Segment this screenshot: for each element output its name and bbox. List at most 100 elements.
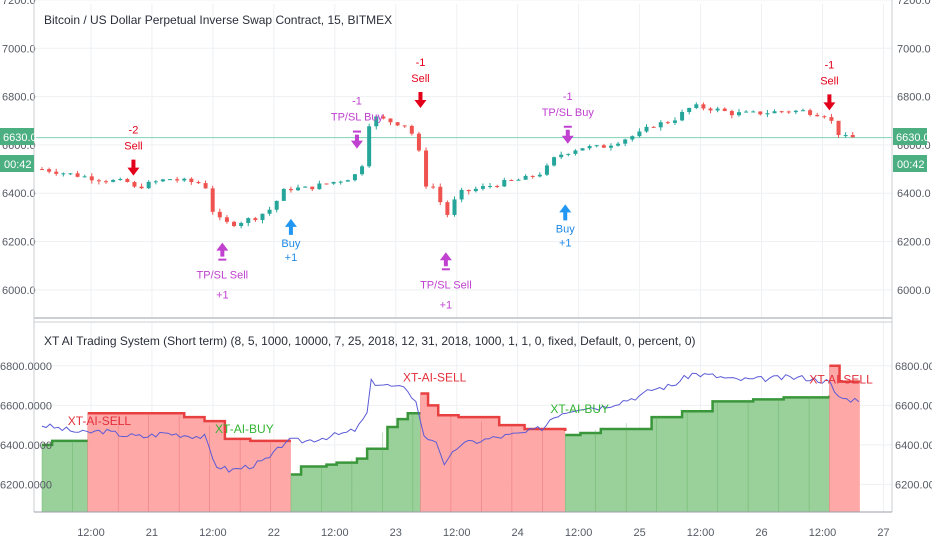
signal-label: -1 xyxy=(352,96,362,108)
signal-label: Sell xyxy=(411,73,429,85)
candle-body xyxy=(338,181,343,183)
sell-arrow-icon xyxy=(127,159,140,176)
y-tick-label-left: 6400.0000 xyxy=(0,440,52,452)
indicator-title: XT AI Trading System (Short term) (8, 5,… xyxy=(44,334,696,348)
candle-body xyxy=(516,179,521,181)
candle-body xyxy=(786,111,791,113)
candle-body xyxy=(75,173,80,177)
tpsl-bar xyxy=(218,258,227,261)
y-tick-label-left: 6800.0 xyxy=(2,92,36,104)
x-tick-label: 27 xyxy=(877,527,889,539)
tpsl-sell-arrow-icon xyxy=(216,242,229,257)
candle-body xyxy=(502,179,507,187)
signal-label: -2 xyxy=(129,125,139,137)
candle-body xyxy=(96,180,101,182)
candle-body xyxy=(146,181,151,189)
sell-zone-line xyxy=(420,392,567,431)
candle-body xyxy=(601,145,606,148)
candle-body xyxy=(182,178,187,181)
candle-body xyxy=(424,150,429,187)
candle-body xyxy=(658,122,663,128)
y-tick-label-right: 6200.0 xyxy=(897,237,931,249)
candle-body xyxy=(438,186,443,203)
candle-body xyxy=(168,179,173,181)
candle-body xyxy=(715,108,720,111)
y-tick-label-right: 6600.0000 xyxy=(895,400,932,412)
candle-body xyxy=(744,111,749,113)
candle-body xyxy=(260,213,265,221)
candle-body xyxy=(281,189,286,201)
candle-body xyxy=(459,189,464,200)
signal-label: TP/SL Buy xyxy=(542,107,595,119)
candle-body xyxy=(253,218,258,221)
candle-body xyxy=(751,111,756,113)
zone-annotation: XT-AI-BUY xyxy=(550,402,609,416)
candle-body xyxy=(722,108,727,112)
sell-arrow-icon xyxy=(823,94,836,111)
signal-label: -1 xyxy=(416,57,426,69)
candle-body xyxy=(815,114,820,117)
candle-body xyxy=(47,169,52,172)
signal-label: -1 xyxy=(563,91,573,103)
signal-markers: -2 Sell TP/SL Sell +1 Buy +1 -1 TP/SL Buy -1 Sell… xyxy=(124,57,838,311)
buy-arrow-icon xyxy=(284,218,297,235)
candle-body xyxy=(850,135,855,138)
candle-body xyxy=(765,113,770,115)
countdown-badge-right-text: 00:42 xyxy=(897,159,925,171)
candle-body xyxy=(82,176,87,178)
y-tick-label-right: 7000.0 xyxy=(897,43,931,55)
x-tick-label: 12:00 xyxy=(565,527,593,539)
tpsl-buy-arrow-icon xyxy=(350,134,363,149)
y-tick-label-right: 6400.0000 xyxy=(895,440,932,452)
candle-body xyxy=(729,111,734,116)
candle-body xyxy=(452,199,457,215)
candle-body xyxy=(68,173,73,175)
candle-body xyxy=(54,171,59,174)
candle-body xyxy=(495,186,500,188)
candle-body xyxy=(331,181,336,184)
candle-body xyxy=(566,153,571,155)
tpsl-buy-arrow-icon xyxy=(561,129,574,144)
price-badge-left: 6630.0 00:42 xyxy=(0,128,37,172)
buy-zone-line xyxy=(42,439,88,447)
signal-label: TP/SL Sell xyxy=(197,270,249,282)
price-badge-right: 6630.0 00:42 xyxy=(893,128,930,172)
candle-body xyxy=(630,136,635,140)
candle-body xyxy=(317,183,322,190)
candle-body xyxy=(552,157,557,166)
candle-body xyxy=(416,133,421,151)
candle-body xyxy=(793,110,798,113)
candle-body xyxy=(104,181,109,183)
candle-body xyxy=(644,126,649,132)
price-line-series xyxy=(41,372,860,473)
candle-body xyxy=(473,188,478,192)
candle-body xyxy=(637,131,642,137)
candle-body xyxy=(303,186,308,188)
candle-body xyxy=(544,165,549,175)
candle-body xyxy=(608,145,613,148)
candle-body xyxy=(125,179,130,183)
candle-body xyxy=(395,122,400,126)
candle-body xyxy=(701,104,706,109)
candle-body xyxy=(189,178,194,183)
sell-zone-line xyxy=(829,364,860,383)
signal-label: +1 xyxy=(285,252,298,264)
zone-annotation: XT-AI-SELL xyxy=(809,373,873,387)
candle-body xyxy=(175,179,180,181)
candle-body xyxy=(836,120,841,136)
chart-title: Bitcoin / US Dollar Perpetual Inverse Sw… xyxy=(44,13,392,27)
signal-label: +1 xyxy=(440,299,453,311)
candlestick-series xyxy=(40,102,855,229)
x-tick-label: 12:00 xyxy=(321,527,349,539)
candle-body xyxy=(580,148,585,151)
candle-body xyxy=(352,174,357,181)
candle-body xyxy=(367,126,372,167)
candle-body xyxy=(118,179,123,181)
candle-body xyxy=(587,146,592,149)
y-tick-label-left: 6000.0 xyxy=(2,285,36,297)
y-tick-label-left: 6600.0000 xyxy=(0,400,52,412)
y-tick-label-left: 7000.0 xyxy=(2,43,36,55)
candle-body xyxy=(345,180,350,182)
